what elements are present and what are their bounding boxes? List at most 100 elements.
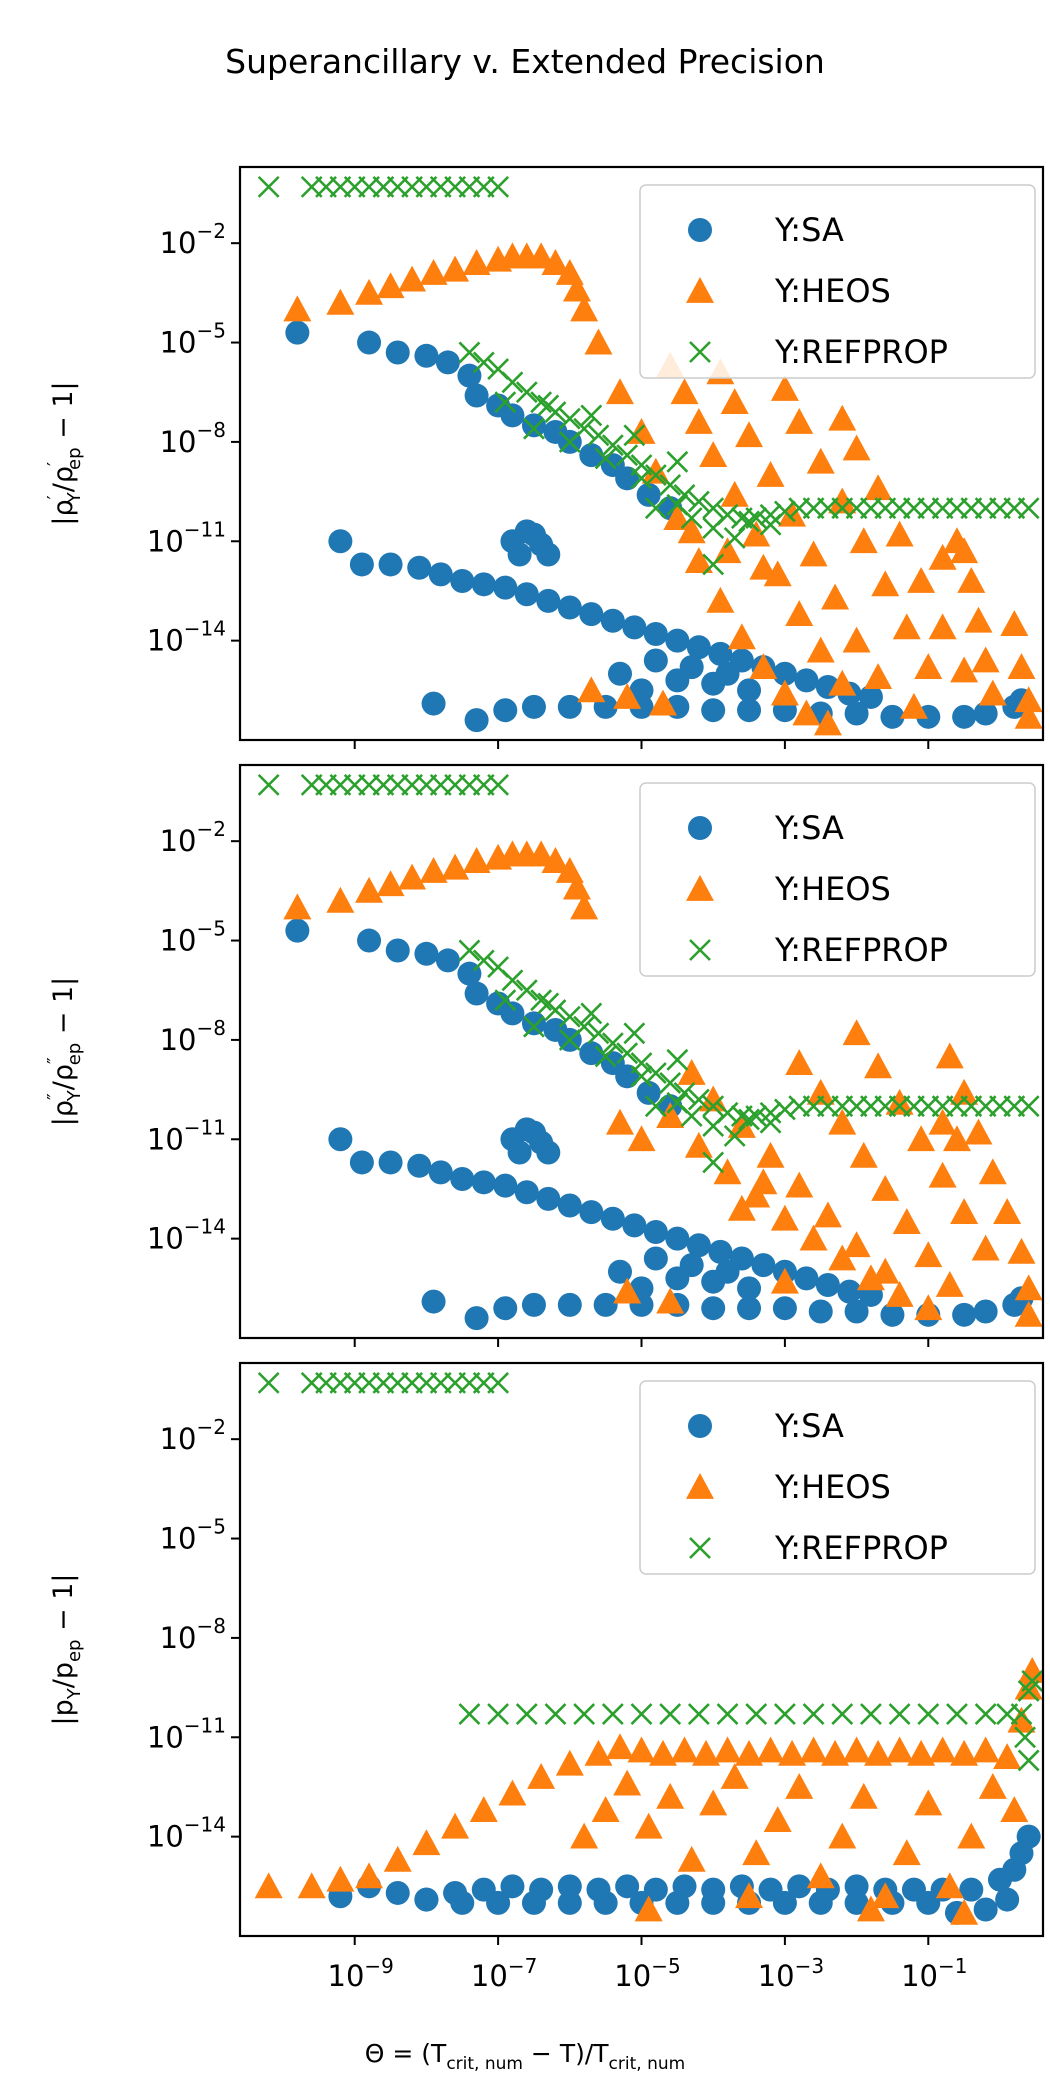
data-point xyxy=(493,698,518,723)
data-point xyxy=(759,503,782,526)
data-point xyxy=(494,391,517,414)
data-point xyxy=(527,242,556,269)
legend-label: Y:HEOS xyxy=(774,1468,891,1506)
data-point xyxy=(716,1703,739,1726)
data-point xyxy=(521,694,546,719)
series-heos xyxy=(283,242,1043,736)
data-point xyxy=(493,575,518,600)
data-point xyxy=(928,1736,957,1763)
data-point xyxy=(627,1125,656,1152)
data-point xyxy=(871,570,900,597)
data-point xyxy=(527,1763,556,1789)
data-point xyxy=(656,1287,685,1314)
y-tick-label: 10−2 xyxy=(160,1415,226,1457)
data-point xyxy=(498,1779,527,1806)
data-point xyxy=(864,474,893,501)
data-point xyxy=(584,1739,613,1766)
data-point xyxy=(523,1015,545,1038)
data-point xyxy=(773,1703,796,1726)
data-point xyxy=(462,249,491,275)
data-point xyxy=(686,1233,711,1258)
data-point xyxy=(579,1200,604,1225)
data-point xyxy=(421,691,446,716)
data-point xyxy=(557,1874,582,1899)
data-point xyxy=(557,1890,582,1915)
data-point xyxy=(357,928,382,953)
data-point xyxy=(355,876,384,903)
data-point xyxy=(871,1174,900,1201)
data-point xyxy=(946,1703,968,1726)
data-point xyxy=(802,1703,825,1726)
data-point xyxy=(666,1048,689,1071)
data-point xyxy=(541,847,570,873)
data-point xyxy=(673,483,696,506)
data-point xyxy=(464,708,489,733)
data-point xyxy=(357,330,382,355)
data-point xyxy=(622,615,647,640)
data-point xyxy=(844,1299,869,1324)
legend-label: Y:SA xyxy=(774,1407,844,1445)
data-point xyxy=(928,1108,957,1135)
data-point xyxy=(514,582,539,607)
data-point xyxy=(530,989,553,1012)
data-point xyxy=(950,656,979,683)
data-point xyxy=(487,1703,510,1726)
data-point xyxy=(1007,1706,1036,1733)
data-point xyxy=(376,272,405,299)
data-point xyxy=(687,1088,710,1111)
data-point xyxy=(1014,702,1043,729)
y-tick-label: 10−5 xyxy=(160,916,226,958)
data-point xyxy=(928,613,957,640)
data-point xyxy=(285,918,310,943)
data-point xyxy=(607,1259,632,1284)
data-point xyxy=(398,863,427,890)
data-point xyxy=(957,567,986,593)
data-point xyxy=(600,608,625,633)
y-tick-label: 10−5 xyxy=(160,318,226,360)
series-sa xyxy=(285,918,1034,1331)
data-point xyxy=(770,679,799,706)
data-point xyxy=(493,1173,518,1198)
y-tick-label: 10−11 xyxy=(147,517,226,559)
data-point xyxy=(1017,1095,1040,1118)
data-point xyxy=(978,1158,1007,1185)
data-point xyxy=(702,553,725,576)
y-tick-label: 10−11 xyxy=(147,1115,226,1157)
data-point xyxy=(486,1890,511,1915)
legend-marker xyxy=(688,1414,712,1438)
data-point xyxy=(616,444,639,467)
data-point xyxy=(993,1743,1022,1770)
y-tick-label: 10−8 xyxy=(160,1613,226,1655)
data-point xyxy=(613,1769,642,1796)
data-point xyxy=(605,1733,634,1760)
legend: Y:SA Y:HEOS Y:REFPROP xyxy=(639,782,1036,977)
data-point xyxy=(557,1292,582,1317)
data-point xyxy=(778,1739,807,1766)
data-point xyxy=(745,1703,768,1726)
data-point xyxy=(794,668,819,693)
data-point xyxy=(458,1703,481,1726)
data-point xyxy=(326,288,355,315)
data-point xyxy=(742,1181,771,1208)
data-point xyxy=(257,175,280,198)
data-point xyxy=(772,1890,797,1915)
data-point xyxy=(328,1127,353,1152)
data-point xyxy=(428,562,453,587)
data-point xyxy=(326,886,355,913)
y-tick-label: 10−14 xyxy=(147,1812,226,1854)
data-point xyxy=(759,1101,782,1124)
legend-label: Y:REFPROP xyxy=(774,333,948,371)
data-point xyxy=(501,371,524,394)
data-point xyxy=(1014,1274,1043,1301)
data-point xyxy=(785,1171,814,1198)
data-point xyxy=(623,424,646,447)
data-point xyxy=(860,1703,882,1726)
data-point xyxy=(580,1002,603,1025)
data-point xyxy=(328,529,353,554)
legend-label: Y:SA xyxy=(774,809,844,847)
legend-marker xyxy=(686,1473,714,1499)
data-point xyxy=(737,678,762,703)
data-point xyxy=(500,1874,525,1899)
data-point xyxy=(501,969,524,992)
data-point xyxy=(831,1703,854,1726)
